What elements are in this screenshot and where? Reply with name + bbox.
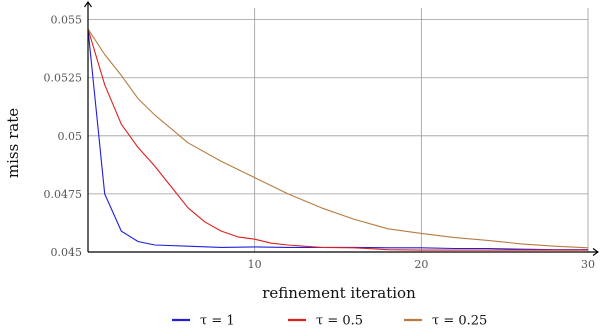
- y-axis-arrow: [84, 1, 92, 8]
- series-lines: [87, 28, 589, 251]
- x-tick-label: 10: [248, 258, 262, 271]
- legend-label-1: τ = 0.5: [316, 314, 363, 329]
- series-line-1: [87, 28, 588, 251]
- y-axis-label: miss rate: [4, 108, 22, 178]
- y-tick-label: 0.045: [51, 246, 83, 259]
- series-line-2: [87, 28, 589, 249]
- x-axis-arrow: [592, 248, 599, 256]
- x-tick-label: 20: [414, 258, 428, 271]
- y-tick-label: 0.0525: [44, 72, 83, 85]
- axes: [84, 1, 599, 256]
- y-tick-label: 0.055: [51, 14, 83, 27]
- x-axis-label: refinement iteration: [262, 284, 416, 302]
- series-line-0: [87, 28, 588, 251]
- y-tick-label: 0.05: [58, 130, 83, 143]
- legend-label-2: τ = 0.25: [432, 314, 487, 329]
- tick-labels: 0.045 0.0475 0.05 0.0525 0.055 10 20 30: [44, 14, 596, 271]
- legend: τ = 1 τ = 0.5 τ = 0.25: [172, 314, 487, 329]
- y-tick-label: 0.0475: [44, 188, 83, 201]
- legend-label-0: τ = 1: [200, 314, 235, 329]
- x-tick-label: 30: [581, 258, 595, 271]
- grid: [88, 8, 589, 253]
